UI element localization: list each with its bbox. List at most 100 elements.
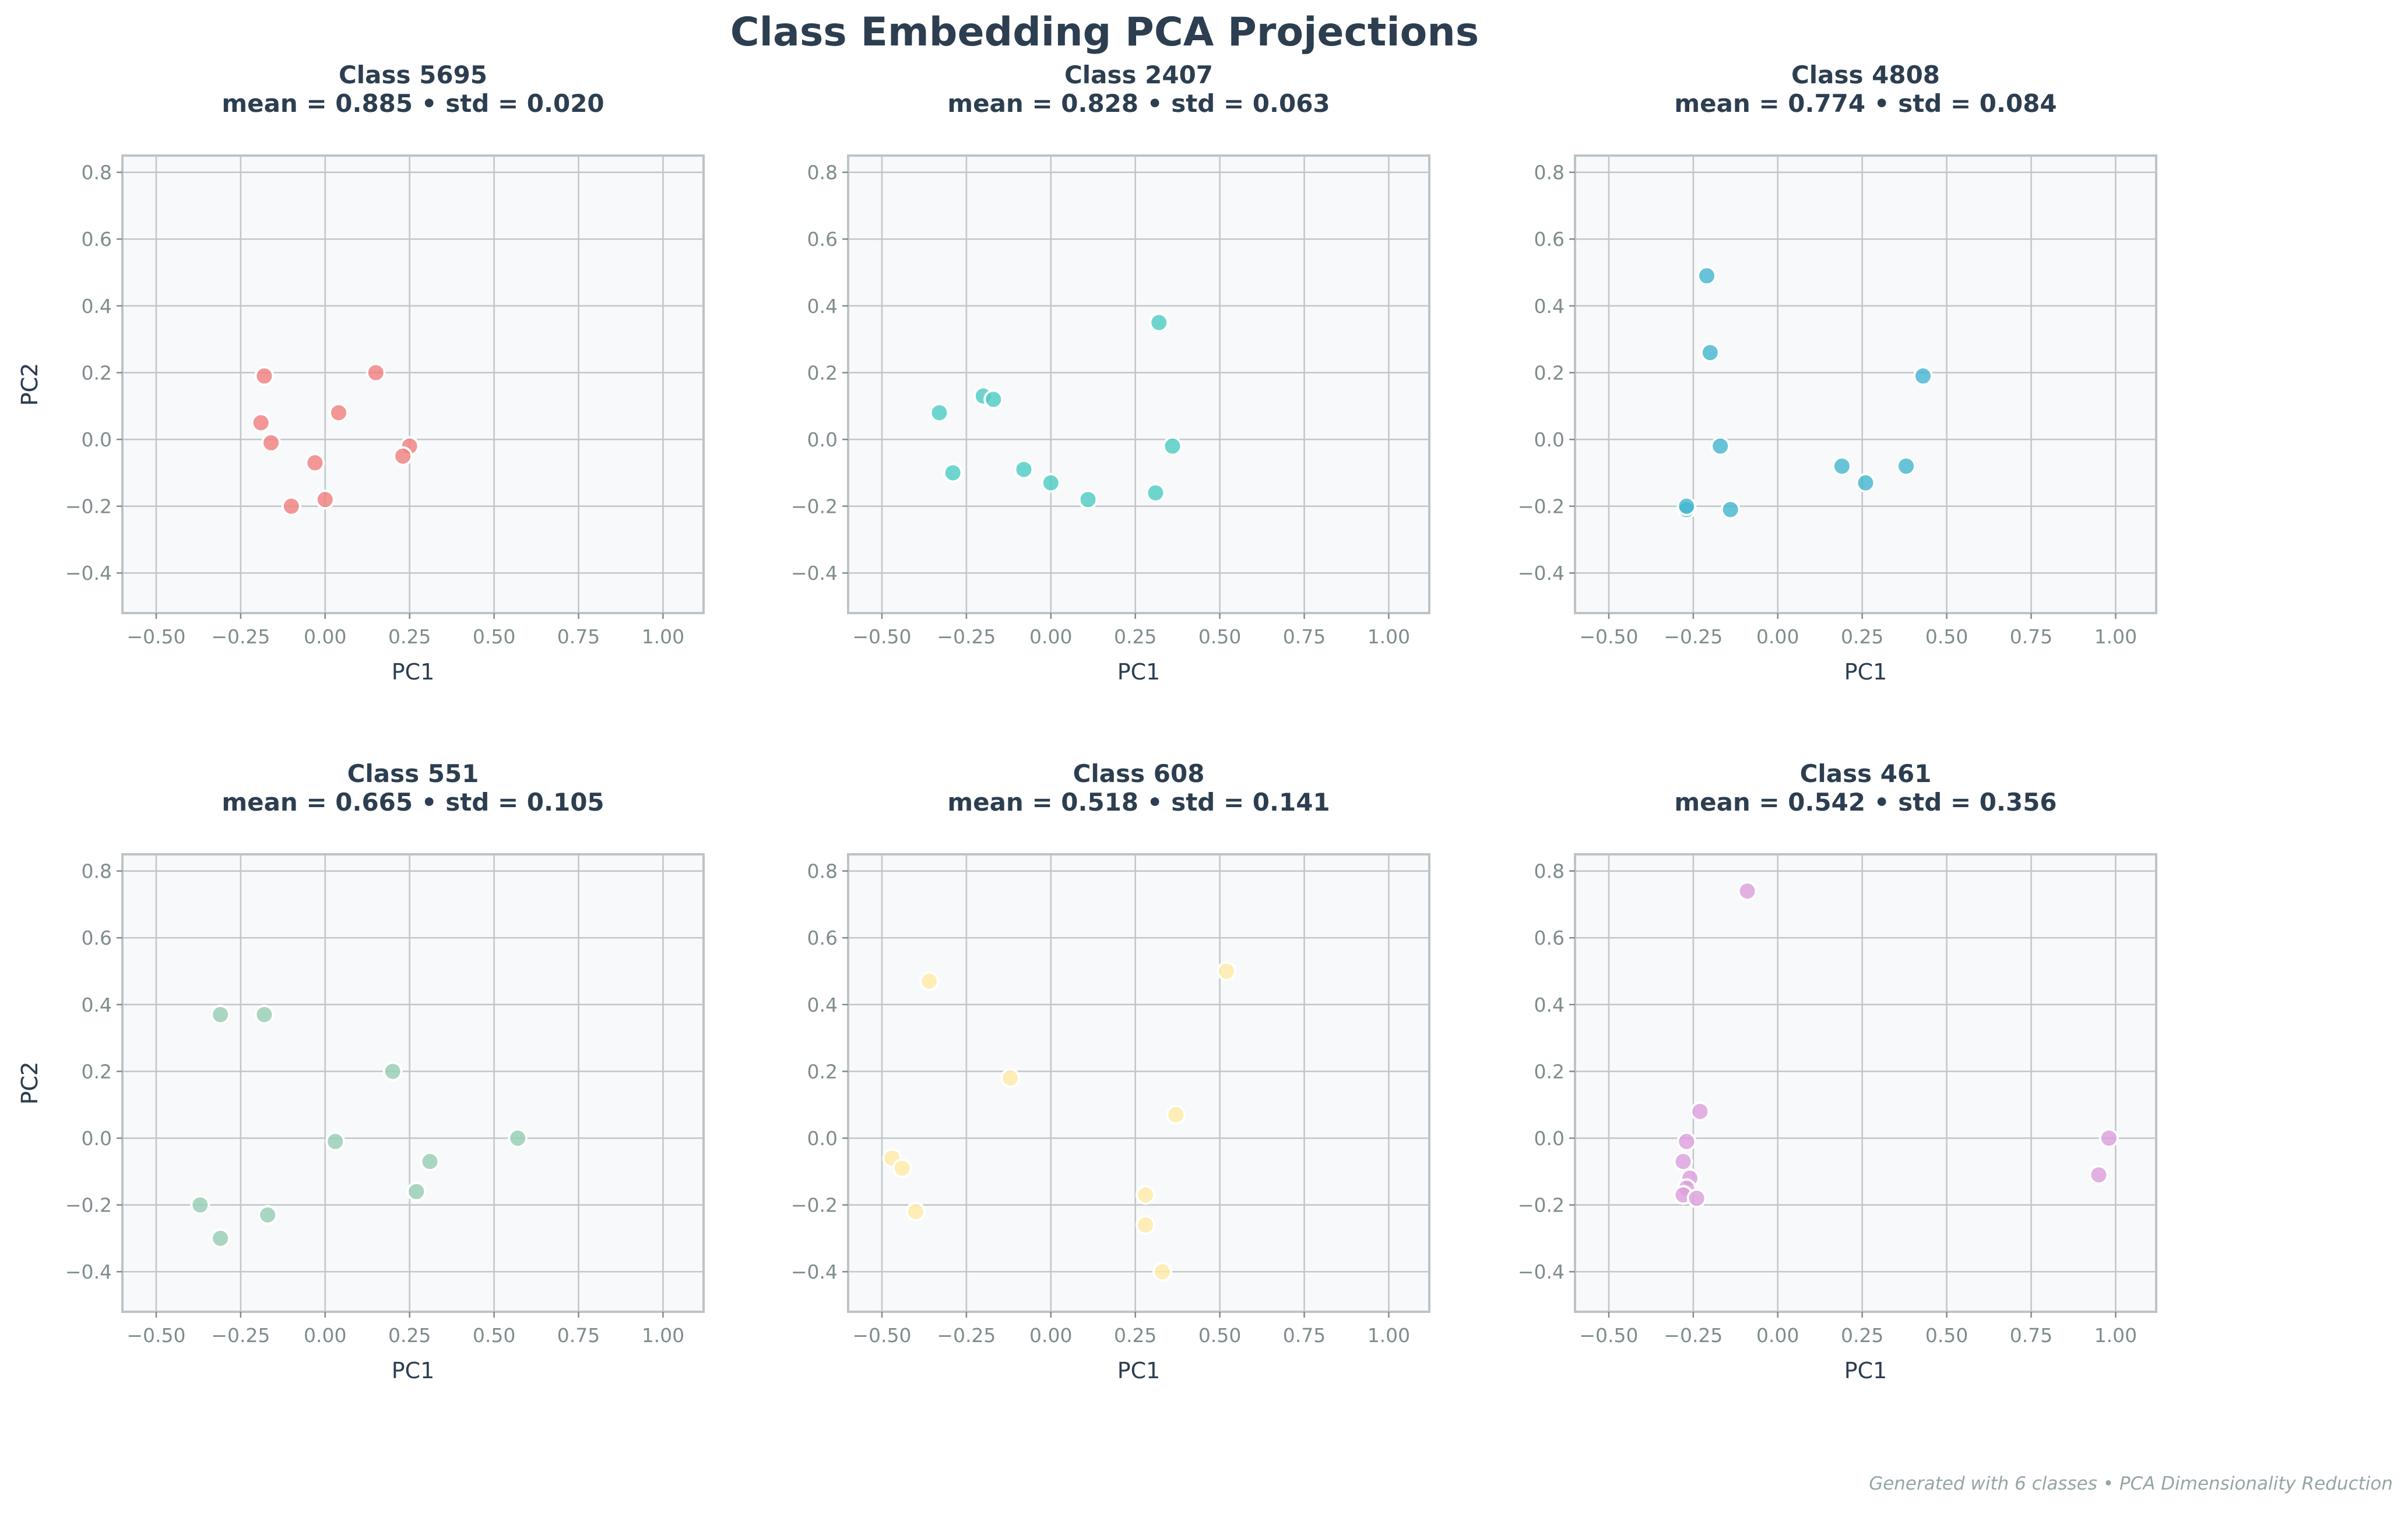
data-point <box>190 1195 210 1215</box>
data-point <box>1700 343 1720 363</box>
y-tick-label: 0.2 <box>807 361 838 384</box>
x-tick-label: 0.75 <box>2010 1324 2052 1347</box>
subplot-title: Class 5695 <box>339 61 487 89</box>
x-tick-label: −0.25 <box>937 1324 996 1347</box>
data-point <box>1913 366 1934 386</box>
x-tick-label: 0.50 <box>1925 1324 1968 1347</box>
y-tick-label: 0.4 <box>82 295 112 318</box>
x-tick-label: −0.25 <box>937 625 996 648</box>
data-point <box>1217 961 1237 981</box>
y-axis-label: PC2 <box>17 363 43 406</box>
subplot-title: Class 608 <box>1073 759 1205 788</box>
data-point <box>1832 456 1852 476</box>
plot-area <box>1575 854 2156 1312</box>
subplot-title: Class 551 <box>347 759 479 788</box>
x-tick-label: 0.00 <box>1756 625 1799 648</box>
y-tick-label: −0.4 <box>791 1261 838 1283</box>
x-tick-label: 0.50 <box>473 625 515 648</box>
y-tick-label: 0.6 <box>82 927 112 949</box>
data-point <box>905 1202 926 1222</box>
figure-title: Class Embedding PCA Projections <box>730 9 1479 55</box>
data-point <box>1697 266 1717 286</box>
data-point <box>1673 1152 1693 1172</box>
plot-area <box>848 156 1429 613</box>
footer-note: Generated with 6 classes • PCA Dimension… <box>1869 1473 2393 1494</box>
y-tick-label: 0.0 <box>807 1127 838 1150</box>
x-tick-label: 1.00 <box>2094 625 2137 648</box>
x-tick-label: −0.25 <box>211 1324 270 1347</box>
y-tick-label: −0.4 <box>65 1261 112 1283</box>
x-tick-label: 0.50 <box>473 1324 515 1347</box>
data-point <box>1152 1262 1173 1282</box>
y-tick-label: 0.2 <box>82 361 112 384</box>
y-tick-label: 0.8 <box>807 161 838 184</box>
subplot-stats: mean = 0.774 • std = 0.084 <box>1674 89 2057 118</box>
subplot-stats: mean = 0.665 • std = 0.105 <box>222 788 604 816</box>
data-point <box>1690 1101 1710 1122</box>
x-tick-label: −0.50 <box>126 1324 185 1347</box>
y-axis-label: PC2 <box>17 363 43 406</box>
data-point <box>892 1158 912 1178</box>
y-tick-label: 0.0 <box>82 1127 112 1150</box>
y-tick-label: 0.4 <box>82 994 112 1016</box>
x-tick-label: 0.25 <box>388 1324 431 1347</box>
plot-area <box>122 156 704 613</box>
y-tick-label: 0.6 <box>1534 927 1565 949</box>
data-point <box>393 446 413 466</box>
x-tick-label: 0.00 <box>1756 1324 1799 1347</box>
y-tick-label: −0.2 <box>65 1194 112 1217</box>
x-tick-label: −0.25 <box>1664 1324 1722 1347</box>
data-point <box>1149 312 1169 333</box>
subplot-stats: mean = 0.828 • std = 0.063 <box>947 89 1330 118</box>
plot-area <box>848 854 1429 1312</box>
y-tick-label: 0.0 <box>82 428 112 451</box>
data-point <box>929 403 950 423</box>
y-tick-label: 0.8 <box>82 860 112 883</box>
data-point <box>1855 473 1876 493</box>
data-point <box>919 971 940 991</box>
x-tick-label: 0.50 <box>1925 625 1968 648</box>
x-tick-label: −0.50 <box>1579 625 1638 648</box>
y-tick-label: −0.2 <box>1518 1194 1565 1217</box>
x-tick-label: 1.00 <box>2094 1324 2137 1347</box>
y-tick-label: 0.0 <box>1534 1127 1565 1150</box>
y-tick-label: 0.8 <box>1534 161 1565 184</box>
x-axis-label: PC1 <box>1117 659 1161 685</box>
subplot-grid: −0.50 −0.25 0.00 0.25 0.50 0.75 1.00 −0.4 −0.2 0.… <box>17 61 2157 1383</box>
x-tick-label: 0.75 <box>557 1324 600 1347</box>
x-axis-label: PC1 <box>392 659 435 685</box>
data-point <box>254 1005 275 1025</box>
y-tick-label: 0.4 <box>1534 295 1565 318</box>
data-point <box>382 1061 403 1082</box>
y-tick-label: −0.4 <box>1518 1261 1565 1283</box>
y-tick-label: 0.2 <box>1534 1060 1565 1083</box>
y-axis-label: PC2 <box>17 1062 43 1105</box>
subplot-stats: mean = 0.885 • std = 0.020 <box>222 89 604 118</box>
data-point <box>1145 483 1166 503</box>
data-point <box>1078 490 1098 510</box>
data-point <box>943 463 963 483</box>
x-tick-label: −0.50 <box>852 625 911 648</box>
data-point <box>1162 436 1183 456</box>
x-axis-label: PC1 <box>1117 1358 1161 1383</box>
y-tick-label: 0.6 <box>807 228 838 251</box>
y-tick-label: 0.2 <box>807 1060 838 1083</box>
y-axis-label: PC2 <box>17 363 43 406</box>
x-tick-label: 1.00 <box>1368 625 1410 648</box>
data-point <box>258 1205 278 1225</box>
plot-frame <box>121 154 705 614</box>
y-tick-label: 0.6 <box>82 228 112 251</box>
data-point <box>254 366 275 386</box>
x-tick-label: 0.25 <box>1114 625 1156 648</box>
y-tick-label: 0.4 <box>807 994 838 1016</box>
x-tick-label: 1.00 <box>642 1324 684 1347</box>
data-point <box>305 453 325 473</box>
data-point <box>2098 1128 2119 1149</box>
x-tick-label: 0.00 <box>1029 1324 1072 1347</box>
y-tick-label: −0.2 <box>65 495 112 518</box>
data-point <box>1136 1185 1156 1205</box>
y-tick-label: −0.2 <box>1518 495 1565 518</box>
x-tick-label: 1.00 <box>1368 1324 1410 1347</box>
y-tick-label: 0.2 <box>82 1060 112 1083</box>
subplot-title: Class 4808 <box>1791 61 1940 89</box>
